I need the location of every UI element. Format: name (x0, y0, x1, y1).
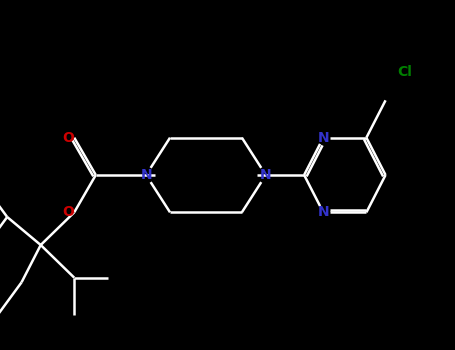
Text: Cl: Cl (397, 65, 412, 79)
Text: N: N (140, 168, 152, 182)
Text: N: N (318, 205, 329, 219)
Text: N: N (318, 131, 329, 145)
Text: O: O (62, 131, 75, 145)
Text: N: N (260, 168, 272, 182)
Text: O: O (62, 205, 75, 219)
